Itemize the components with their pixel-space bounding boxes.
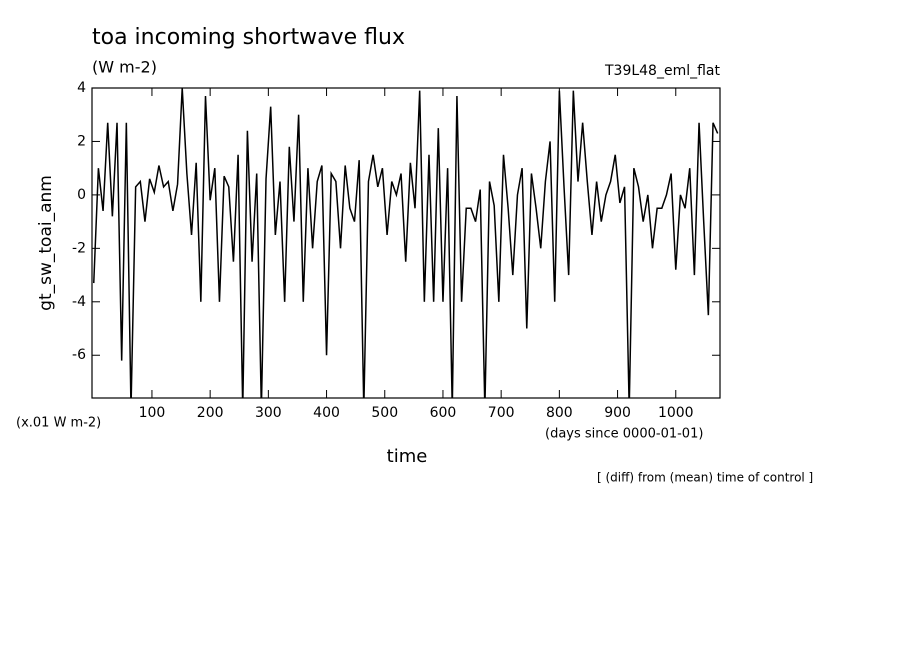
y-tick-label: -6 <box>72 347 86 363</box>
x-tick-label: 900 <box>604 405 631 421</box>
x-units: (days since 0000-01-01) <box>545 427 703 442</box>
x-tick-label: 200 <box>197 405 224 421</box>
x-tick-label: 600 <box>430 405 457 421</box>
x-tick-label: 800 <box>546 405 573 421</box>
x-tick-label: 1000 <box>658 405 694 421</box>
y-tick-label: -2 <box>72 240 86 256</box>
x-tick-label: 300 <box>255 405 282 421</box>
x-axis-label: time <box>387 446 428 467</box>
chart-title: toa incoming shortwave flux <box>92 25 405 50</box>
x-tick-label: 400 <box>313 405 340 421</box>
run-label: T39L48_eml_flat <box>604 63 721 79</box>
x-tick-label: 700 <box>488 405 515 421</box>
y-axis-label: gt_sw_toai_anm <box>36 175 56 311</box>
x-tick-label: 100 <box>139 405 166 421</box>
y-tick-label: 4 <box>77 80 86 96</box>
x-tick-label: 500 <box>371 405 398 421</box>
plot-frame <box>91 87 721 399</box>
y-tick-label: 0 <box>77 187 86 203</box>
y-tick-label: -4 <box>72 294 86 310</box>
note: [ (diff) from (mean) time of control ] <box>597 471 813 485</box>
data-line <box>93 88 719 398</box>
y-scale-note: (x.01 W m-2) <box>16 416 101 431</box>
units: (W m-2) <box>92 58 157 77</box>
y-tick-label: 2 <box>77 133 86 149</box>
